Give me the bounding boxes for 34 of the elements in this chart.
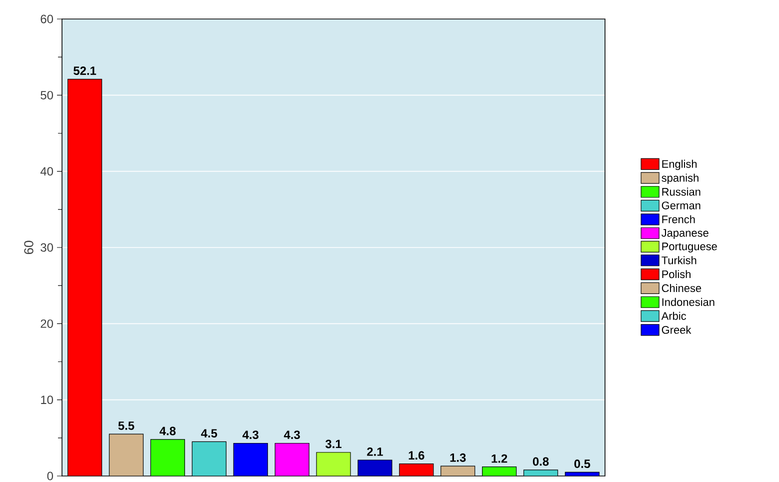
legend-label: Arbic (661, 312, 686, 320)
legend-label: German (662, 202, 700, 210)
y-tick-label: 10 (41, 396, 54, 404)
data-label: 4.8 (160, 426, 176, 436)
data-label: 4.3 (284, 430, 300, 440)
data-label: 52.1 (74, 66, 96, 75)
legend-label: Chinese (662, 284, 702, 292)
legend-label: spanish (662, 174, 698, 184)
data-label: 2.1 (367, 447, 383, 456)
data-label: 5.5 (118, 422, 134, 430)
data-label: 4.3 (242, 430, 258, 440)
legend-label: Polish (662, 270, 690, 278)
data-label: 1.3 (450, 453, 466, 462)
y-tick-label: 0 (47, 472, 54, 480)
data-label: 1.6 (408, 451, 424, 460)
legend-label: Portuguese (662, 242, 717, 252)
y-tick-label: 20 (40, 319, 54, 328)
legend-label: French (662, 215, 695, 224)
legend-label: Turkish (662, 256, 696, 264)
legend-label: English (662, 160, 697, 170)
data-label: 4.5 (201, 429, 218, 438)
data-label: 0.5 (574, 460, 590, 468)
data-label: 0.8 (532, 457, 549, 466)
y-tick-label: 40 (40, 167, 54, 176)
data-label: 1.2 (492, 454, 508, 463)
legend-label: Russian (662, 188, 700, 196)
y-tick-label: 60 (40, 14, 54, 24)
legend-label: Greek (662, 326, 692, 334)
legend-label: Indonesian (662, 298, 714, 306)
data-label: 3.1 (325, 440, 342, 448)
y-tick-label: 30 (40, 243, 54, 252)
legend-label: Japanese (662, 229, 708, 239)
y-axis-title: 60 (24, 240, 34, 254)
y-tick-label: 50 (40, 90, 54, 100)
